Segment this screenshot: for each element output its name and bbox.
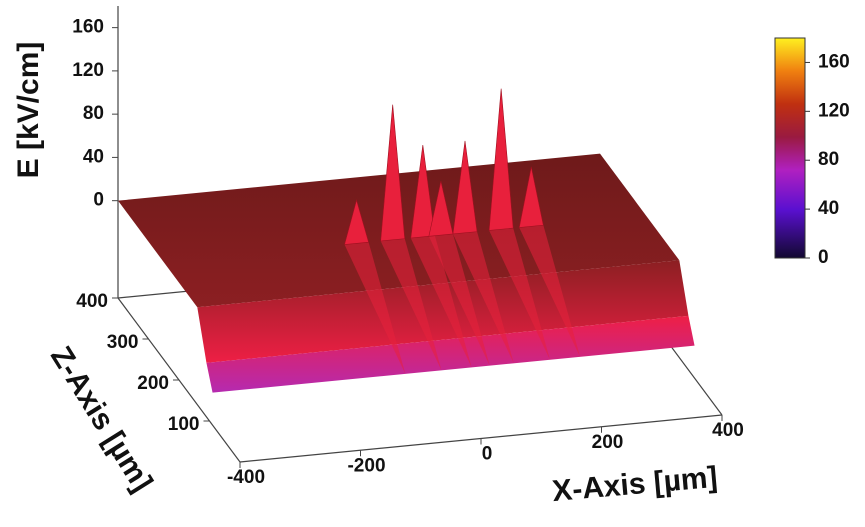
e-tick-label: 80: [83, 103, 104, 124]
e-tick-label: 40: [83, 146, 104, 167]
depth-tick-label: 300: [107, 332, 139, 353]
x-tick-label: -400: [227, 467, 265, 488]
peak-skirt: [428, 233, 490, 366]
peak: [518, 166, 544, 228]
peak-skirt: [489, 228, 550, 360]
peak: [344, 198, 369, 245]
e-axis-label: E [kV/cm]: [12, 42, 45, 179]
depth-tick-label: 100: [168, 414, 200, 435]
e-tick-label: 160: [72, 17, 104, 38]
depth-tick-label: 400: [76, 291, 108, 312]
colorbar: [774, 37, 806, 259]
e-tick-label: 0: [93, 190, 104, 211]
peak: [488, 88, 514, 231]
peak: [410, 144, 436, 239]
e-tick-label: 120: [72, 60, 104, 81]
peak-skirt: [519, 225, 581, 357]
peak: [452, 140, 478, 235]
colorbar-tick-label: 80: [818, 149, 839, 170]
depth-axis-label: Z-Axis [µm]: [44, 341, 159, 498]
colorbar-tick-label: 0: [818, 247, 829, 268]
x-tick-label: 400: [712, 420, 744, 441]
peak: [428, 181, 454, 237]
x-tick-label: 200: [592, 432, 624, 453]
surface-strip: [197, 260, 689, 363]
peak-skirt: [452, 231, 514, 364]
peak-skirt: [410, 235, 472, 368]
peak-skirt: [380, 238, 442, 371]
depth-tick-label: 200: [137, 373, 169, 394]
colorbar-tick-label: 40: [818, 198, 839, 219]
x-axis-label: X-Axis [µm]: [551, 461, 719, 508]
peak-skirt: [344, 242, 406, 374]
x-tick-label: 0: [482, 444, 493, 465]
colorbar-tick-label: 120: [818, 100, 850, 121]
peak: [380, 104, 406, 242]
colorbar-tick-label: 160: [818, 51, 850, 72]
x-tick-label: -200: [347, 455, 385, 476]
